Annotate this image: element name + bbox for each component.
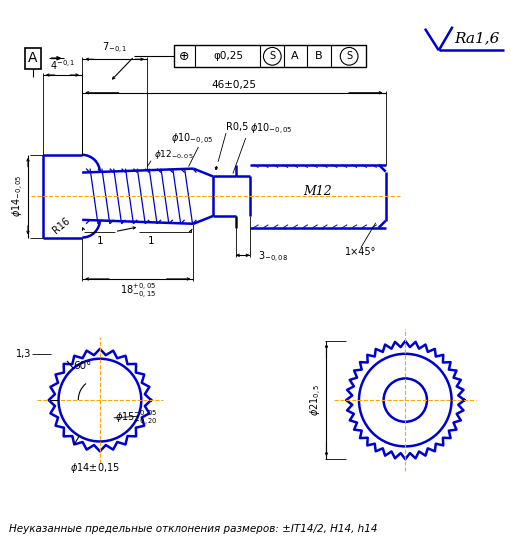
Text: S: S <box>269 51 275 61</box>
Text: $\phi$12$_{-0,05}$: $\phi$12$_{-0,05}$ <box>154 148 194 161</box>
Text: 1: 1 <box>97 235 103 246</box>
Text: 1: 1 <box>148 235 154 246</box>
Text: A: A <box>28 51 38 65</box>
Text: 3$_{-0,08}$: 3$_{-0,08}$ <box>258 250 288 265</box>
Text: Ra1,6: Ra1,6 <box>455 31 500 46</box>
Text: $\phi$10$_{-0,05}$: $\phi$10$_{-0,05}$ <box>250 122 292 137</box>
Text: Неуказанные предельные отклонения размеров: ±IT14/2, H14, h14: Неуказанные предельные отклонения размер… <box>9 524 378 534</box>
Text: 60°: 60° <box>73 361 91 371</box>
Text: 46±0,25: 46±0,25 <box>212 80 257 90</box>
Text: 1,3: 1,3 <box>15 349 31 359</box>
Text: $\phi$21$_{0,5}$: $\phi$21$_{0,5}$ <box>309 384 323 416</box>
Text: 18$^{+0,05}_{-0,15}$: 18$^{+0,05}_{-0,15}$ <box>120 282 156 300</box>
Text: M12: M12 <box>303 185 332 198</box>
Bar <box>174 46 366 67</box>
Text: φ0,25: φ0,25 <box>213 51 243 61</box>
Text: ⊕: ⊕ <box>179 50 190 63</box>
Text: S: S <box>346 51 352 61</box>
Text: $\phi$14$_{-0,05}$: $\phi$14$_{-0,05}$ <box>11 175 26 217</box>
Text: $\phi$10$_{-0,05}$: $\phi$10$_{-0,05}$ <box>171 132 214 147</box>
Text: A: A <box>291 51 299 61</box>
Text: 4$^{-0,1}$: 4$^{-0,1}$ <box>50 58 75 72</box>
Text: $\phi$14±0,15: $\phi$14±0,15 <box>70 461 120 475</box>
Text: 1×45°: 1×45° <box>345 248 377 257</box>
Text: B: B <box>315 51 322 61</box>
Text: 7$_{-0,1}$: 7$_{-0,1}$ <box>102 41 127 56</box>
Text: $\phi$15$^{-0,05}_{-0,20}$: $\phi$15$^{-0,05}_{-0,20}$ <box>114 409 157 427</box>
Text: R0,5: R0,5 <box>226 122 248 132</box>
Text: R16: R16 <box>51 216 72 236</box>
